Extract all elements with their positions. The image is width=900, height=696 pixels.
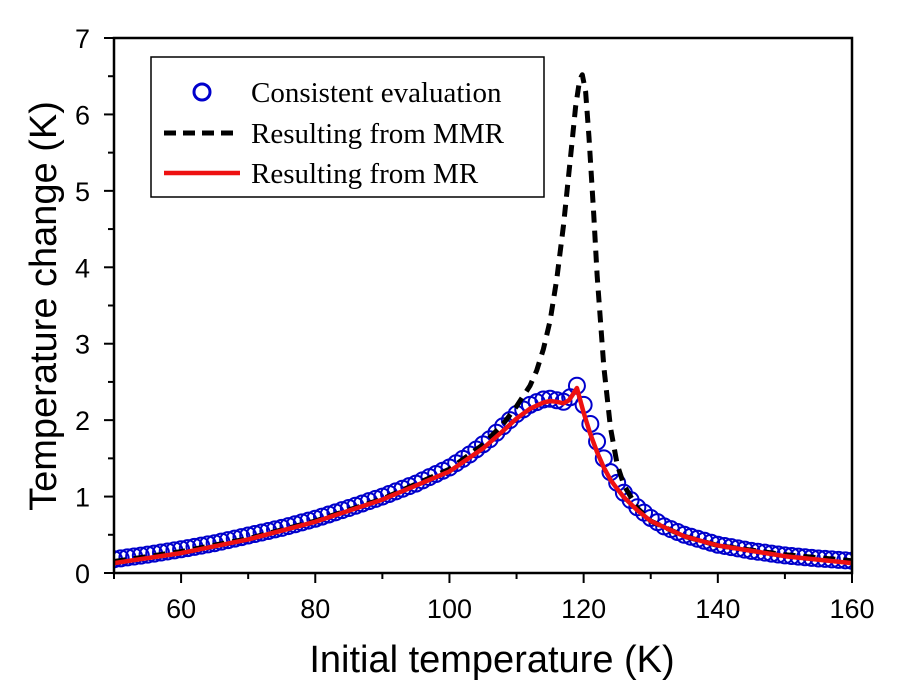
- y-tick-label: 0: [75, 559, 90, 589]
- x-tick-label: 160: [829, 594, 874, 624]
- x-tick-label: 100: [427, 594, 472, 624]
- x-tick-label: 120: [561, 594, 606, 624]
- data-point-consistent: [131, 546, 150, 565]
- data-point-consistent: [151, 543, 170, 562]
- x-axis-ticks: 60 80 100 120 140 160: [113, 573, 875, 624]
- data-point-consistent: [480, 430, 499, 449]
- y-axis-title: Temperature change (K): [23, 101, 65, 511]
- data-point-consistent: [114, 549, 130, 568]
- y-tick-label: 5: [75, 177, 90, 207]
- series-layer: [114, 72, 852, 570]
- data-point-consistent: [541, 389, 560, 408]
- series-mmr-line: [114, 72, 852, 564]
- x-tick-label: 140: [695, 594, 740, 624]
- x-tick-label: 60: [166, 594, 196, 624]
- legend-label-mmr: Resulting from MMR: [251, 118, 505, 150]
- x-tick-label: 80: [300, 594, 330, 624]
- series-mr-line: [114, 385, 852, 566]
- y-tick-label: 4: [75, 253, 90, 283]
- legend-marker-consistent-evaluation: [192, 82, 212, 102]
- y-tick-label: 6: [75, 100, 90, 130]
- series-consistent-evaluation: [114, 376, 852, 570]
- y-tick-label: 3: [75, 330, 90, 360]
- legend-label-mr: Resulting from MR: [251, 158, 479, 190]
- legend-label-consistent-evaluation: Consistent evaluation: [251, 77, 502, 109]
- y-tick-label: 1: [75, 483, 90, 513]
- y-tick-label: 2: [75, 406, 90, 436]
- x-axis-title: Initial temperature (K): [309, 639, 674, 681]
- y-axis-ticks: 0 1 2 3 4 5 6 7: [75, 24, 114, 589]
- legend: Consistent evaluation Resulting from MMR…: [150, 56, 545, 198]
- y-tick-label: 7: [75, 24, 90, 54]
- data-point-consistent: [487, 423, 506, 442]
